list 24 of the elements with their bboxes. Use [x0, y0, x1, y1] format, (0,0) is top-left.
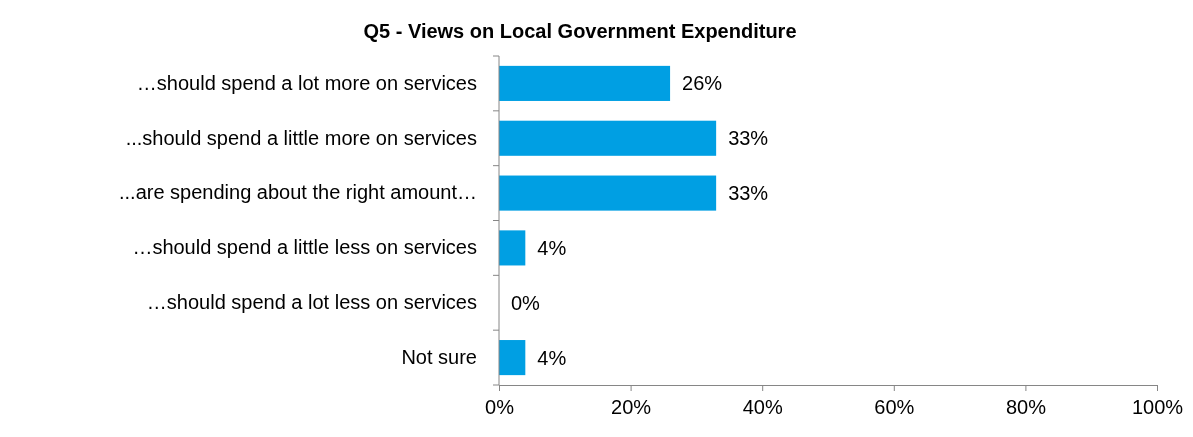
x-tick-label: 60% — [874, 396, 915, 418]
y-tick-label: ...should spend a little more on services — [125, 126, 477, 149]
y-tick-label: …should spend a lot more on services — [136, 71, 477, 94]
x-tick-label: 100% — [1131, 396, 1184, 418]
x-tick-label: 20% — [611, 396, 652, 418]
data-label: 4% — [537, 236, 567, 259]
data-label: 33% — [728, 127, 769, 150]
x-tick-label: 40% — [742, 396, 783, 418]
y-tick-label: …should spend a lot less on services — [146, 291, 477, 314]
chart-title: Q5 - Views on Local Government Expenditure — [363, 20, 797, 42]
x-tick-label: 80% — [1005, 396, 1047, 418]
bar — [499, 65, 671, 101]
bar — [499, 230, 526, 266]
data-label: 33% — [728, 182, 769, 205]
y-tick-label: ...are spending about the right amount… — [118, 181, 477, 204]
bar — [499, 340, 526, 376]
bar — [499, 120, 717, 156]
bar — [499, 175, 717, 211]
y-tick-label: …should spend a little less on services — [132, 236, 477, 259]
x-tick-label: 0% — [485, 396, 515, 418]
y-tick-label: Not sure — [401, 345, 477, 368]
data-label: 26% — [682, 72, 723, 95]
data-label: 0% — [511, 291, 541, 314]
data-label: 4% — [537, 346, 567, 369]
